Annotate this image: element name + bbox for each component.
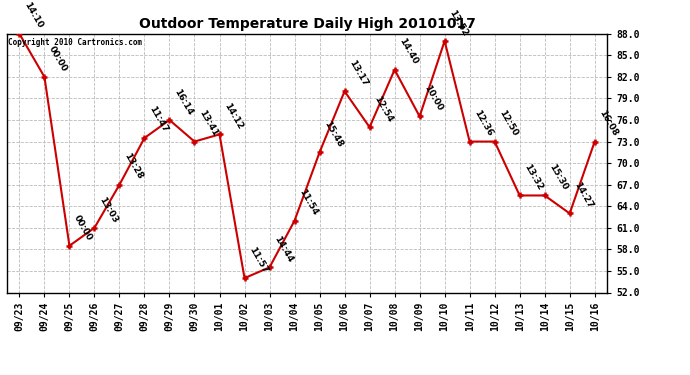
Text: 14:10: 14:10: [22, 1, 44, 30]
Text: 14:40: 14:40: [397, 37, 420, 66]
Text: 16:14: 16:14: [172, 87, 194, 116]
Text: 15:48: 15:48: [322, 119, 344, 149]
Text: 11:47: 11:47: [147, 105, 169, 134]
Text: 10:00: 10:00: [422, 84, 444, 113]
Text: 13:41: 13:41: [197, 109, 219, 138]
Text: 13:17: 13:17: [347, 58, 369, 88]
Text: 11:54: 11:54: [297, 188, 319, 217]
Text: 14:27: 14:27: [572, 180, 594, 210]
Text: 13:32: 13:32: [522, 163, 544, 192]
Text: 13:28: 13:28: [122, 152, 144, 181]
Text: 14:12: 14:12: [222, 101, 244, 131]
Text: 12:36: 12:36: [472, 109, 494, 138]
Text: 15:30: 15:30: [547, 163, 569, 192]
Text: 00:00: 00:00: [47, 44, 69, 73]
Text: 13:03: 13:03: [97, 195, 119, 224]
Text: 13:52: 13:52: [447, 8, 469, 38]
Text: 11:57: 11:57: [247, 245, 269, 274]
Text: Copyright 2010 Cartronics.com: Copyright 2010 Cartronics.com: [8, 38, 142, 46]
Text: 12:54: 12:54: [372, 94, 394, 124]
Title: Outdoor Temperature Daily High 20101017: Outdoor Temperature Daily High 20101017: [139, 17, 475, 31]
Text: 00:00: 00:00: [72, 213, 94, 242]
Text: 14:44: 14:44: [272, 234, 295, 264]
Text: 12:50: 12:50: [497, 109, 519, 138]
Text: 16:08: 16:08: [598, 109, 619, 138]
